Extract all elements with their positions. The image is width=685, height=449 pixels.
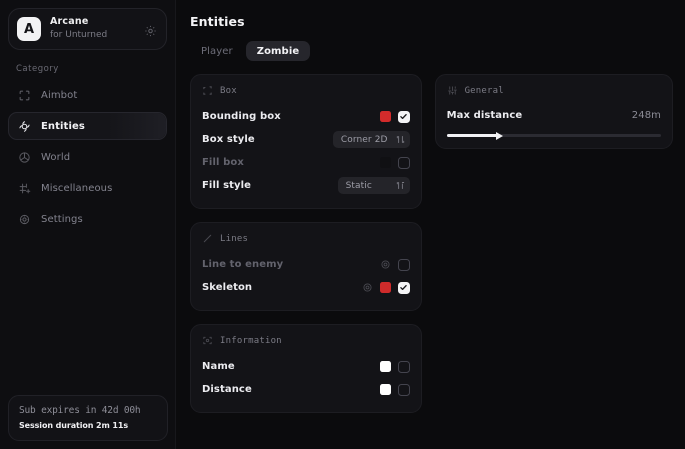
row-skeleton: Skeleton	[202, 276, 410, 299]
slider-label: Max distance	[446, 109, 523, 121]
expand-icon	[396, 181, 405, 190]
row-fill-box: Fill box	[202, 151, 410, 174]
gear-icon	[18, 213, 31, 226]
sliders-icon	[447, 85, 458, 96]
row-label: Fill style	[202, 180, 252, 191]
sidebar-item-world[interactable]: World	[8, 143, 167, 171]
checkbox-fill-box[interactable]	[397, 156, 410, 169]
sidebar-item-aimbot[interactable]: Aimbot	[8, 81, 167, 109]
row-label: Distance	[202, 384, 252, 395]
entity-tabs: Player Zombie	[190, 41, 673, 61]
gear-icon[interactable]	[144, 23, 157, 37]
color-swatch-name[interactable]	[379, 361, 391, 372]
entities-icon	[18, 120, 31, 133]
row-label: Skeleton	[202, 282, 253, 293]
color-swatch-distance[interactable]	[379, 384, 391, 395]
row-label: Box style	[202, 134, 255, 145]
panel-header: Lines	[202, 233, 410, 244]
avatar: A	[17, 17, 41, 41]
sidebar: A Arcane for Unturned Category	[0, 0, 176, 449]
select-value: Static	[345, 180, 372, 191]
category-label: Category	[16, 64, 59, 74]
panel-title: Information	[220, 335, 282, 346]
slider-thumb[interactable]	[496, 131, 504, 140]
panel-lines: Lines Line to enemy	[190, 222, 422, 311]
row-label: Line to enemy	[202, 259, 284, 270]
row-controls	[379, 383, 410, 396]
sidebar-item-label: Miscellaneous	[41, 182, 113, 194]
panel-title: General	[464, 85, 504, 96]
page-title: Entities	[190, 14, 245, 29]
panel-header: General	[447, 85, 661, 96]
slider-value: 248m	[631, 109, 661, 121]
profile-card[interactable]: A Arcane for Unturned	[8, 8, 167, 50]
checkbox-distance[interactable]	[397, 383, 410, 396]
crosshair-icon	[18, 89, 31, 102]
gear-icon[interactable]	[380, 259, 391, 270]
row-label: Bounding box	[202, 111, 281, 122]
profile-text: Arcane for Unturned	[50, 17, 107, 40]
profile-subtitle: for Unturned	[50, 30, 108, 41]
sidebar-item-entities[interactable]: Entities	[8, 112, 167, 140]
panel-box: Box Bounding box Box style	[190, 74, 422, 209]
row-controls	[362, 281, 410, 294]
sidebar-nav: Aimbot Entities World	[8, 81, 167, 233]
panel-title: Lines	[220, 233, 249, 244]
checkbox-line-to-enemy[interactable]	[397, 258, 410, 271]
globe-icon	[18, 151, 31, 164]
checkbox-skeleton[interactable]	[397, 281, 410, 294]
color-swatch-bounding-box[interactable]	[379, 111, 391, 122]
slider-max-distance[interactable]	[446, 131, 661, 140]
sidebar-item-label: Aimbot	[41, 89, 78, 101]
right-column: General Max distance 248m	[434, 74, 673, 162]
sidebar-item-label: World	[41, 151, 71, 163]
color-swatch-skeleton[interactable]	[379, 282, 391, 293]
sidebar-item-miscellaneous[interactable]: Miscellaneous	[8, 174, 167, 202]
session-duration-text: Session duration 2m 11s	[19, 421, 129, 430]
info-frame-icon	[202, 335, 213, 346]
profile-name: Arcane	[50, 17, 89, 28]
main-content: Entities Player Zombie Box	[176, 0, 685, 449]
panel-title: Box	[220, 85, 237, 96]
row-fill-style: Fill style Static	[202, 174, 410, 197]
sidebar-item-settings[interactable]: Settings	[8, 205, 167, 233]
checkbox-name[interactable]	[397, 360, 410, 373]
panel-header: Box	[202, 85, 410, 96]
row-controls	[380, 258, 410, 271]
row-label: Fill box	[202, 157, 244, 168]
sub-expiry-text: Sub expires in 42d 00h	[19, 405, 141, 416]
corner-brackets-icon	[202, 85, 213, 96]
select-value: Corner 2D	[340, 134, 388, 145]
row-distance: Distance	[202, 378, 410, 401]
select-fill-style[interactable]: Static	[337, 177, 410, 194]
row-bounding-box: Bounding box	[202, 105, 410, 128]
row-controls	[379, 156, 410, 169]
row-controls	[379, 110, 410, 123]
select-box-style[interactable]: Corner 2D	[332, 131, 410, 148]
tab-zombie[interactable]: Zombie	[245, 41, 311, 61]
left-column: Box Bounding box Box style	[190, 74, 422, 426]
checkbox-bounding-box[interactable]	[397, 110, 410, 123]
slider-fill	[446, 134, 499, 137]
tab-player[interactable]: Player	[201, 45, 233, 57]
sidebar-item-label: Entities	[41, 120, 85, 132]
panel-columns: Box Bounding box Box style	[190, 74, 673, 426]
row-box-style: Box style Corner 2D	[202, 128, 410, 151]
row-controls	[379, 360, 410, 373]
panel-general: General Max distance 248m	[434, 74, 673, 149]
row-name: Name	[202, 355, 410, 378]
panel-header: Information	[202, 335, 410, 346]
row-line-to-enemy: Line to enemy	[202, 253, 410, 276]
subscription-status-card: Sub expires in 42d 00h Session duration …	[8, 395, 168, 441]
color-swatch-fill-box[interactable]	[379, 157, 391, 168]
row-label: Name	[202, 361, 235, 372]
sidebar-item-label: Settings	[41, 213, 83, 225]
gear-icon[interactable]	[362, 282, 373, 293]
expand-icon	[396, 135, 405, 144]
grid-plus-icon	[18, 182, 31, 195]
diagonal-line-icon	[202, 233, 213, 244]
slider-max-distance-row: Max distance 248m	[447, 105, 661, 125]
panel-information: Information Name Distance	[190, 324, 422, 413]
